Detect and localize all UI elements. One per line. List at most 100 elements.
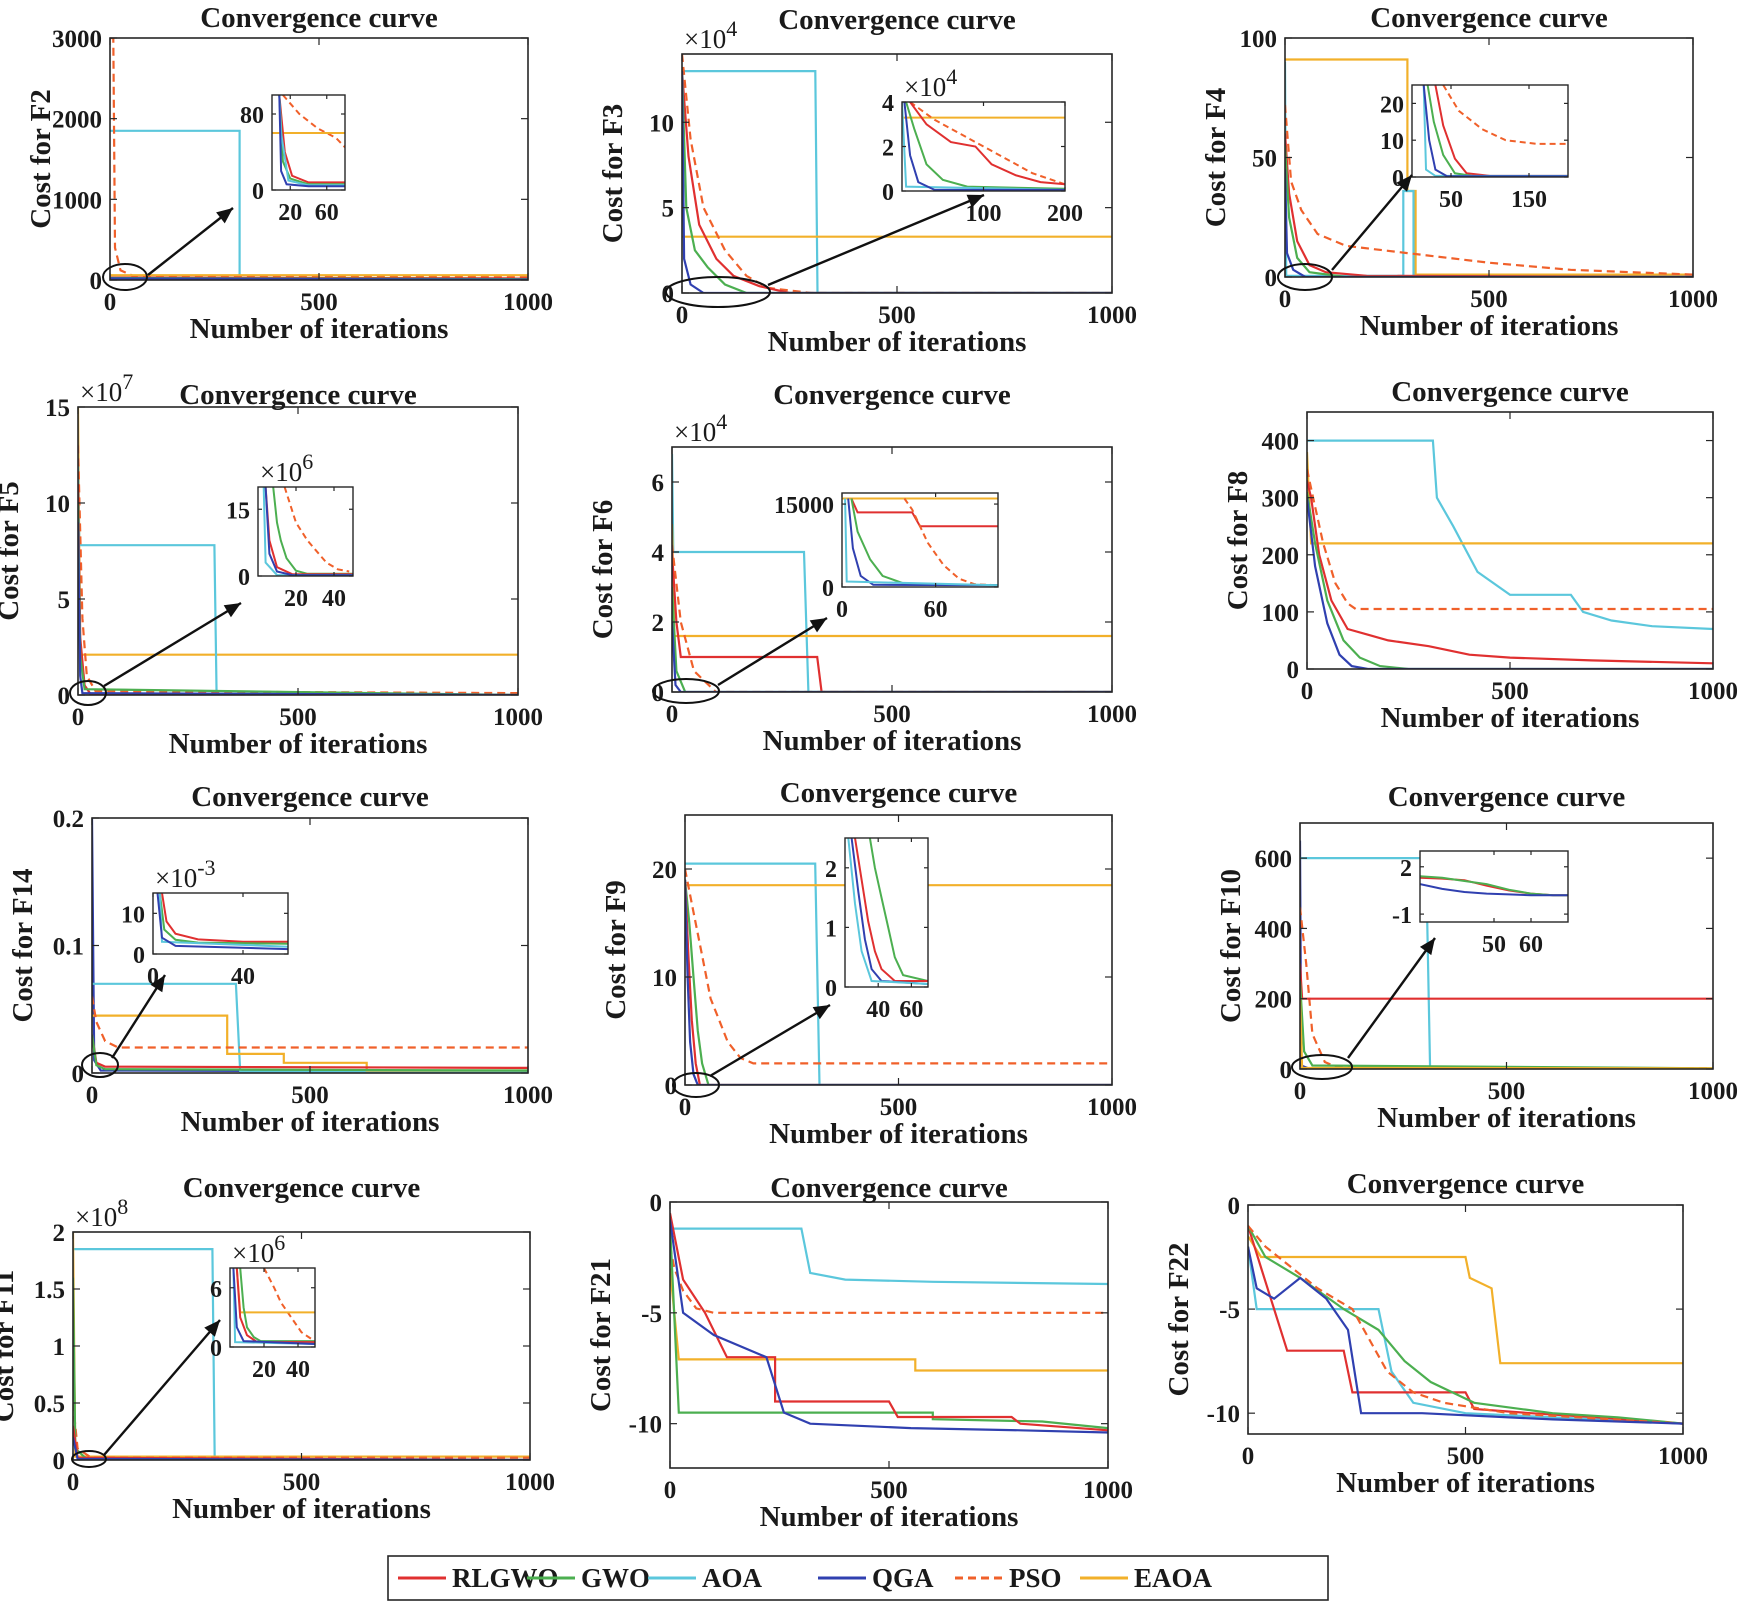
legend-label: GWO [581, 1563, 650, 1593]
series-line-eaoa [1300, 998, 1713, 1069]
x-tick-label: 200 [1047, 201, 1083, 227]
chart-title: Convergence curve [1391, 376, 1629, 408]
y-tick-label: 10 [1380, 129, 1404, 155]
chart-f9-inset-bg [845, 838, 928, 987]
y-tick-label: 0 [90, 268, 103, 295]
series-line-gwo [670, 1224, 1108, 1430]
chart-title: Convergence curve [191, 781, 429, 813]
zoom-arrow [709, 1003, 831, 1078]
series-line-gwo [1285, 145, 1693, 277]
series-line-aoa [902, 102, 1065, 191]
y-tick-label: 400 [1255, 916, 1293, 943]
x-tick-label: 60 [1519, 932, 1543, 958]
chart-f10-inset-lines [1420, 875, 1568, 897]
x-tick-label: 0 [664, 1477, 677, 1504]
x-tick-label: 500 [1488, 1078, 1526, 1105]
y-tick-label: 1 [825, 916, 837, 942]
x-tick-label: 1000 [1688, 1078, 1738, 1105]
series-line-eaoa [1248, 1235, 1683, 1365]
chart-title: Convergence curve [1347, 1168, 1585, 1200]
chart-f21-lines [670, 1212, 1108, 1434]
chart-title: Convergence curve [770, 1172, 1008, 1204]
chart-f9-inset-lines [847, 838, 928, 985]
chart-f14-inset-lines [156, 893, 288, 951]
x-tick-label: 500 [300, 289, 338, 316]
chart-f10: 0 500 1000 0 200 400 600 Convergence curve Numbe… [1215, 781, 1738, 1134]
y-tick-label: 4 [882, 91, 894, 117]
y-tick-label: 6 [652, 470, 665, 497]
series-line-qga [1307, 497, 1713, 669]
y-tick-label: 600 [1255, 846, 1293, 873]
chart-title: Convergence curve [200, 2, 438, 34]
zoom-arrow-head [204, 1320, 220, 1337]
x-tick-label: 500 [873, 701, 911, 728]
chart-title: Convergence curve [778, 4, 1016, 36]
chart-f5-inset-lines [262, 487, 353, 576]
x-tick-label: 60 [924, 597, 948, 623]
series-line-eaoa [92, 1014, 528, 1072]
series-line-qga [1420, 883, 1568, 897]
series-line-pso [909, 102, 1065, 186]
y-tick-label: 0 [1265, 265, 1278, 292]
x-axis-label: Number of iterations [768, 326, 1027, 358]
y-axis-label: Cost for F22 [1163, 1242, 1195, 1396]
x-tick-label: 0 [1301, 678, 1314, 705]
legend-label: PSO [1009, 1563, 1062, 1593]
series-line-aoa [685, 862, 1112, 1085]
y-tick-label: 0 [1280, 1057, 1293, 1084]
series-line-aoa [92, 982, 528, 1073]
chart-f21: 0 500 1000 -10 -5 0 Convergence curve Number of… [585, 1172, 1133, 1533]
y-tick-label: 2 [825, 857, 837, 883]
y-axis-label: Cost for F9 [600, 880, 632, 1020]
series-line-qga [685, 879, 1112, 1085]
series-line-pso [1442, 85, 1568, 145]
zoom-arrow [767, 193, 985, 287]
x-tick-label: 20 [284, 586, 308, 612]
series-line-rlgwo [1300, 963, 1713, 1000]
chart-f14-lines [92, 818, 528, 1073]
series-line-rlgwo [850, 498, 998, 528]
series-line-aoa [847, 838, 928, 985]
y-tick-label: 0 [252, 179, 264, 205]
y-tick-label: 0 [133, 943, 145, 969]
series-line-pso [1300, 907, 1713, 1069]
x-tick-label: 1000 [1658, 1443, 1708, 1470]
y-tick-label: 3000 [52, 26, 102, 53]
x-tick-label: 150 [1511, 187, 1547, 213]
legend-entry-aoa: AOA [648, 1563, 763, 1593]
y-axis-label: Cost for F4 [1200, 88, 1232, 228]
zoom-region-ellipse [71, 1450, 107, 1468]
x-axis-label: Number of iterations [190, 313, 449, 345]
y-tick-label: 1 [53, 1334, 66, 1361]
x-tick-label: 500 [279, 704, 317, 731]
chart-f6-inset-bg [842, 493, 998, 587]
chart-f14-inset-frame [152, 892, 289, 955]
x-tick-label: 1000 [503, 1082, 553, 1109]
y-tick-label: 15000 [774, 493, 834, 519]
chart-f5-inset-frame [257, 486, 354, 577]
chart-title: Convergence curve [1388, 781, 1626, 813]
x-tick-label: 40 [286, 1357, 310, 1383]
zoom-region-ellipse [672, 1072, 720, 1098]
zoom-arrow-head [150, 975, 165, 993]
series-line-aoa [1300, 856, 1713, 1069]
zoom-arrow-head [809, 618, 827, 633]
series-line-rlgwo [672, 551, 1112, 692]
axis-exponent-label: ×106 [232, 1230, 285, 1268]
series-line-pso [1307, 468, 1713, 611]
y-tick-label: 5 [662, 196, 675, 223]
legend-label: EAOA [1134, 1563, 1213, 1593]
y-tick-label: 10 [649, 110, 674, 137]
x-tick-label: 20 [252, 1357, 276, 1383]
series-line-qga [670, 1219, 1108, 1434]
x-tick-label: 0 [86, 1082, 99, 1109]
chart-f11-inset-frame [229, 1267, 316, 1348]
y-tick-label: -5 [641, 1301, 662, 1328]
x-tick-label: 0 [676, 302, 689, 329]
chart-f6-inset-frame [841, 492, 999, 588]
x-tick-label: 50 [1482, 932, 1506, 958]
chart-f4-inset-frame [1411, 84, 1569, 178]
y-tick-label: 100 [1262, 600, 1300, 627]
y-axis-label: Cost for F21 [585, 1258, 617, 1412]
